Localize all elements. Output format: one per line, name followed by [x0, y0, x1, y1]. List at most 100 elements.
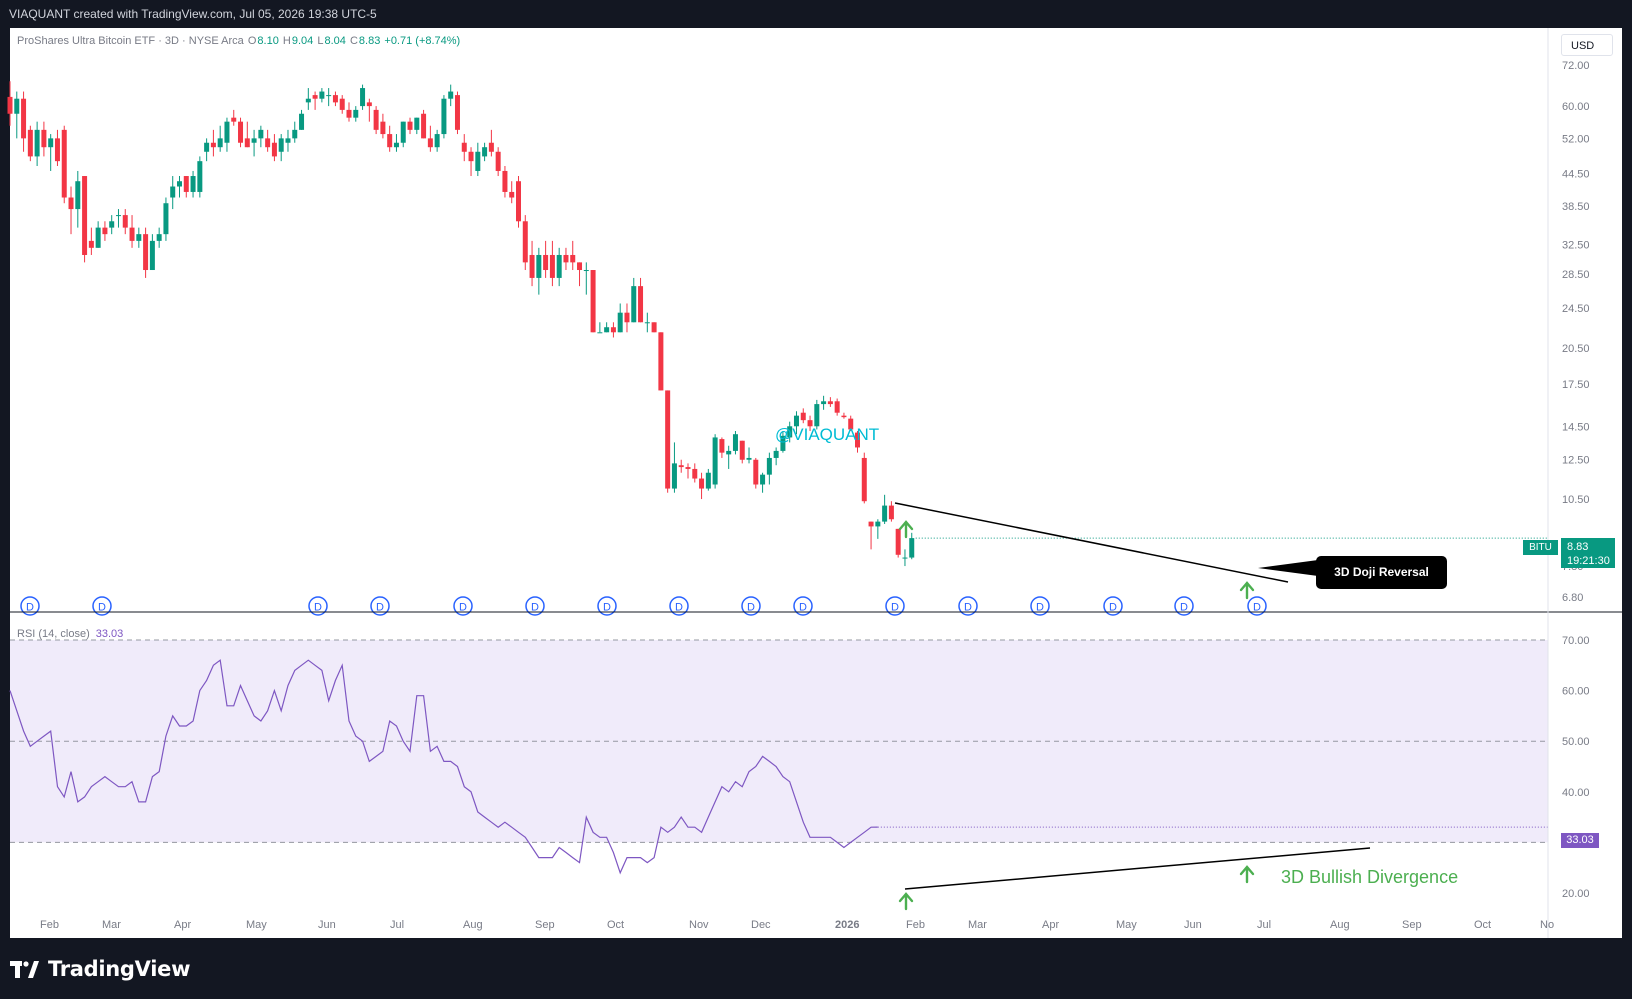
top-bar: VIAQUANT created with TradingView.com, J… [0, 0, 1632, 28]
candle-body [827, 401, 833, 405]
candle-body [285, 138, 291, 143]
time-tick-label: No [1540, 919, 1554, 931]
candle-body [27, 129, 33, 157]
dividend-marker-label: D [799, 602, 807, 614]
dividend-marker-icon [308, 596, 328, 616]
legend-title: ProShares Ultra Bitcoin ETF · 3D · NYSE … [17, 35, 244, 47]
dividend-marker-icon [1030, 596, 1050, 616]
time-tick-label: Apr [1042, 919, 1059, 931]
currency-button[interactable]: USD [1561, 34, 1613, 56]
rsi-line [9, 659, 878, 875]
dividend-marker-icon [741, 596, 761, 616]
last-price-value: 8.83 [1567, 541, 1589, 553]
candle-body [312, 95, 318, 99]
candle-body [95, 227, 101, 248]
candle-body [54, 138, 60, 162]
candle-body [793, 415, 799, 427]
rsi-series [9, 659, 1548, 875]
price-axis-ticks: 72.00 60.00 52.00 44.50 38.50 32.50 28.50 24.50… [1562, 60, 1590, 604]
candle-body [590, 270, 596, 333]
candle-body [136, 234, 142, 241]
candle-body [671, 463, 677, 489]
footer-bar [0, 938, 1632, 999]
price-tick-label: 17.50 [1562, 379, 1590, 391]
candle-body [305, 98, 311, 103]
time-tick-label: Jun [318, 919, 336, 931]
candle-body [502, 170, 508, 192]
candle-body [448, 91, 454, 99]
candle-body [265, 138, 271, 148]
rsi-legend[interactable]: RSI (14, close) 33.03 [17, 628, 123, 640]
candle-body [387, 134, 393, 148]
tradingview-logo[interactable]: TradingView [10, 957, 190, 981]
candle-body [909, 538, 915, 558]
candlestick-series [7, 81, 1548, 567]
rsi-tick-label: 60.00 [1562, 686, 1590, 698]
candle-body [719, 439, 725, 453]
candle-body [61, 129, 67, 198]
dividend-marker-label: D [747, 602, 755, 614]
price-tick-label: 12.50 [1562, 455, 1590, 467]
candle-body [800, 412, 806, 421]
candle-body [604, 327, 610, 333]
candle-body [326, 95, 332, 97]
candle-body [278, 138, 284, 152]
time-tick-label: Dec [751, 919, 771, 931]
legend-open-label: O [247, 35, 257, 47]
candle-body [658, 332, 664, 391]
candle-body [882, 505, 888, 522]
candle-body [468, 151, 474, 162]
dividend-marker-label: D [1253, 602, 1261, 614]
doji-callout[interactable]: 3D Doji Reversal [1316, 556, 1447, 589]
time-tick-label: Mar [968, 919, 987, 931]
candle-body [624, 312, 630, 323]
dividend-marker-icon [20, 596, 40, 616]
candle-body [346, 109, 352, 118]
dividend-marker-icon [597, 596, 617, 616]
time-tick-label: May [246, 919, 267, 931]
candle-body [848, 418, 854, 430]
candle-body [332, 95, 338, 103]
dividend-marker-icon [669, 596, 689, 616]
time-tick-label: Feb [40, 919, 59, 931]
last-price-tag: 8.83 19:21:30 [1561, 538, 1615, 568]
dividend-marker-icon [958, 596, 978, 616]
candle-body [699, 478, 705, 489]
candle-body [536, 254, 542, 278]
time-tick-label: Sep [535, 919, 555, 931]
candle-body [48, 138, 54, 148]
candle-body [821, 401, 827, 405]
price-tick-label: 10.50 [1562, 494, 1590, 506]
rsi-tick-label: 70.00 [1562, 635, 1590, 647]
legend-low-label: L [317, 35, 324, 47]
candle-body [68, 197, 74, 210]
candle-body [597, 332, 603, 334]
candle-body [617, 312, 623, 333]
candle-body [875, 521, 881, 527]
candle-body [129, 227, 135, 241]
time-tick-label: Jul [390, 919, 404, 931]
candle-body [400, 121, 406, 143]
candle-body [421, 113, 427, 139]
candle-body [251, 138, 257, 143]
candle-body [170, 186, 176, 198]
time-tick-label: Jun [1184, 919, 1202, 931]
dividend-marker-label: D [314, 602, 322, 614]
dividend-marker-icon [370, 596, 390, 616]
candle-body [353, 109, 359, 118]
candle-body [577, 262, 583, 271]
candle-body [726, 450, 732, 455]
rsi-legend-label: RSI (14, close) [17, 628, 90, 640]
divergence-label[interactable]: 3D Bullish Divergence [1281, 867, 1459, 887]
candle-body [780, 435, 786, 451]
candle-body [14, 98, 20, 114]
candle-body [197, 161, 203, 192]
candle-body [712, 437, 718, 485]
candle-body [75, 181, 81, 210]
symbol-legend[interactable]: ProShares Ultra Bitcoin ETF · 3D · NYSE … [17, 35, 461, 47]
time-tick-label: Aug [463, 919, 483, 931]
candle-body [244, 138, 250, 148]
time-tick-label: Nov [689, 919, 709, 931]
